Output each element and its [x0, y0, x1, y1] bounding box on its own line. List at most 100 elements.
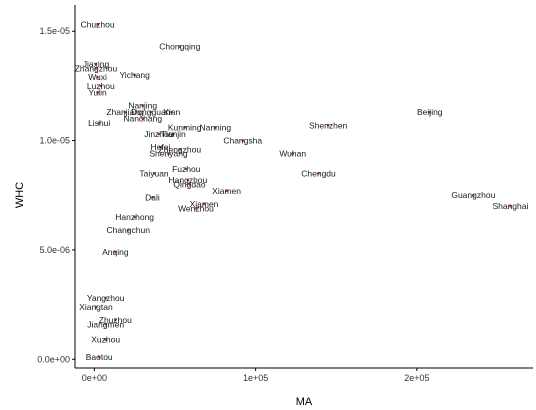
- y-tick-label: 1.0e-05: [39, 136, 70, 146]
- point-label: Wenzhou: [178, 203, 214, 213]
- data-point: [126, 228, 130, 232]
- point-label: Shenyang: [149, 149, 188, 159]
- data-point: [214, 126, 217, 129]
- point-label: Jiaxing: [83, 59, 110, 69]
- point-label: Nanning: [199, 122, 231, 132]
- point-label: Beijing: [417, 107, 443, 117]
- axes: 0.0e+00 5.0e-06 1.0e-05 1.5e-05 0e+00 1e+05 2e…: [37, 5, 533, 383]
- y-tick-label: 5.0e-06: [39, 245, 70, 255]
- point-label: Tianjin: [161, 129, 186, 139]
- point-label: Kunming: [168, 122, 202, 132]
- data-point: [178, 148, 182, 151]
- point-label: Dongguan: [131, 107, 171, 117]
- point-label: Chongqing: [159, 42, 200, 52]
- data-point: [94, 67, 98, 70]
- point-label: Jiangmen: [87, 319, 124, 329]
- point-label: Changchun: [106, 225, 150, 235]
- data-point: [114, 318, 117, 322]
- data-point: [114, 250, 117, 254]
- x-axis-title: MA: [296, 396, 313, 408]
- point-label: Chuzhou: [81, 20, 115, 30]
- y-tick-label: 1.5e-05: [39, 26, 70, 36]
- data-point: [133, 215, 136, 219]
- data-point: [188, 183, 191, 186]
- data-point: [186, 178, 190, 182]
- point-label: Hanzhong: [115, 212, 154, 222]
- point-label: Xiamen: [190, 199, 219, 209]
- point-label: Wuxi: [88, 72, 107, 82]
- point-label: Shenzhen: [309, 120, 348, 130]
- point-label: Fuzhou: [172, 164, 201, 174]
- data-point: [99, 84, 103, 88]
- data-point: [104, 322, 107, 326]
- point-label: Hangzhou: [169, 175, 208, 185]
- point-label: Luzhou: [87, 81, 115, 91]
- data-point: [152, 172, 156, 175]
- point-label: Yangzhou: [87, 293, 125, 303]
- data-point: [151, 196, 154, 199]
- point-label: Zhanjiang: [106, 107, 144, 117]
- point-label: Baotou: [86, 352, 113, 362]
- point-label: Zhangzhou: [75, 63, 118, 73]
- x-tick-label: 1e+05: [243, 373, 268, 383]
- point-label: Xiamen: [212, 186, 241, 196]
- data-point: [317, 172, 320, 175]
- data-point: [157, 132, 161, 136]
- x-tick-label: 2e+05: [404, 373, 429, 383]
- data-point: [104, 296, 107, 300]
- point-label: Shanghai: [492, 201, 528, 211]
- data-point: [159, 145, 162, 149]
- data-points: [94, 23, 512, 359]
- data-point: [225, 189, 228, 193]
- data-point: [194, 207, 198, 210]
- data-point: [97, 355, 101, 359]
- point-label: Xuzhou: [91, 335, 120, 345]
- data-point: [172, 132, 175, 136]
- data-point: [141, 104, 145, 107]
- data-point: [241, 139, 245, 142]
- y-tick-label: 0.0e+00: [37, 354, 70, 364]
- data-point: [94, 305, 98, 309]
- data-point: [291, 152, 295, 155]
- data-point: [96, 91, 99, 94]
- point-label: Lishui: [88, 118, 110, 128]
- point-label: Taiyuan: [139, 168, 169, 178]
- data-point: [96, 75, 99, 79]
- data-point: [183, 126, 186, 129]
- point-label: Xiangtan: [79, 302, 113, 312]
- data-point: [326, 123, 330, 127]
- data-point: [123, 110, 127, 114]
- point-label: Chengdu: [301, 168, 336, 178]
- point-label: Yichang: [119, 70, 150, 80]
- data-point: [149, 110, 153, 114]
- data-point: [94, 62, 98, 66]
- point-label: Zhengzhou: [159, 144, 202, 154]
- point-label: Anqing: [102, 247, 129, 257]
- data-point: [97, 121, 101, 125]
- point-label: Jinzhou: [144, 129, 174, 139]
- point-label: Hefei: [151, 142, 171, 152]
- point-label: Wuhan: [279, 149, 306, 159]
- data-point: [428, 110, 432, 114]
- point-label: Zhuzhou: [99, 315, 132, 325]
- point-label: Changsha: [223, 136, 262, 146]
- point-label: Nanjing: [128, 101, 157, 111]
- point-label: Guangzhou: [451, 190, 495, 200]
- data-point: [509, 204, 512, 208]
- point-label: Xian: [163, 107, 180, 117]
- data-point: [133, 73, 136, 77]
- data-point: [96, 23, 99, 26]
- point-label: Dali: [145, 192, 160, 202]
- data-point: [178, 45, 182, 48]
- data-point: [202, 202, 206, 206]
- x-tick-label: 0e+00: [82, 373, 107, 383]
- data-point: [472, 193, 475, 197]
- data-point: [167, 152, 170, 155]
- point-label: Qingdao: [173, 179, 205, 189]
- data-point: [184, 167, 188, 171]
- point-label: Yulin: [88, 87, 107, 97]
- data-point: [170, 110, 174, 114]
- data-point: [104, 338, 107, 341]
